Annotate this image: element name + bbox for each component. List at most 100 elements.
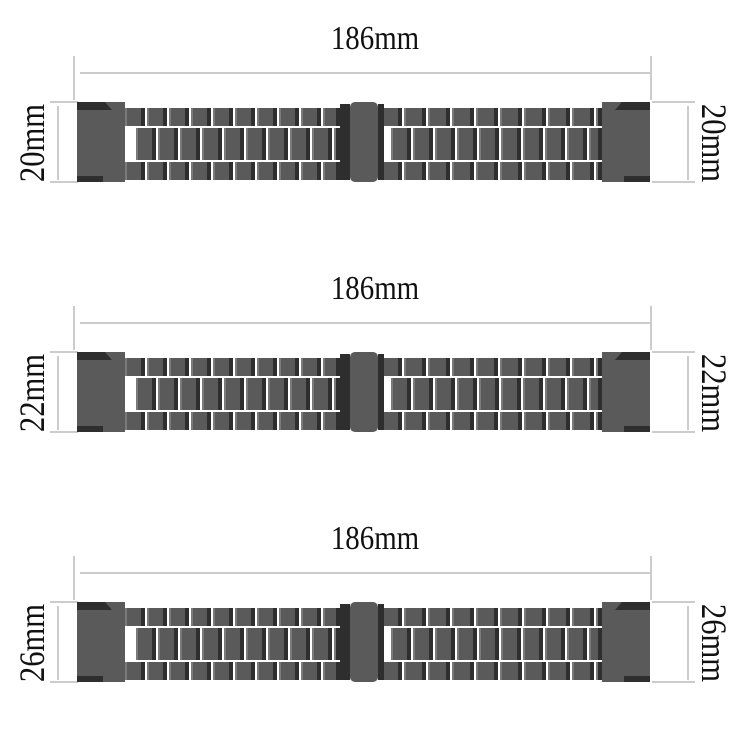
band-link bbox=[169, 162, 189, 180]
link-highlight bbox=[169, 662, 171, 680]
link-shadow bbox=[561, 628, 565, 660]
link-highlight bbox=[479, 378, 481, 410]
link-highlight bbox=[180, 128, 182, 160]
link-highlight bbox=[235, 608, 237, 626]
link-highlight bbox=[202, 628, 204, 660]
link-highlight bbox=[589, 378, 591, 410]
link-shadow bbox=[336, 358, 340, 376]
link-shadow bbox=[518, 412, 522, 430]
band-link bbox=[147, 162, 167, 180]
link-highlight bbox=[202, 378, 204, 410]
band-link bbox=[323, 662, 340, 680]
link-shadow bbox=[207, 662, 211, 680]
link-shadow bbox=[273, 412, 277, 430]
link-highlight bbox=[428, 162, 430, 180]
band-link bbox=[524, 608, 546, 626]
link-shadow bbox=[494, 358, 498, 376]
link-highlight bbox=[290, 628, 292, 660]
band-link bbox=[380, 358, 402, 376]
clasp-edge bbox=[378, 354, 384, 430]
clasp bbox=[350, 602, 378, 682]
link-highlight bbox=[476, 662, 478, 680]
band-link bbox=[413, 128, 433, 160]
band-link bbox=[213, 608, 233, 626]
link-shadow bbox=[295, 108, 299, 126]
link-highlight bbox=[524, 162, 526, 180]
link-highlight bbox=[479, 128, 481, 160]
band-link bbox=[545, 378, 565, 410]
link-highlight bbox=[191, 412, 193, 430]
link-highlight bbox=[301, 412, 303, 430]
link-highlight bbox=[428, 412, 430, 430]
band-link bbox=[500, 412, 522, 430]
band-link bbox=[279, 662, 299, 680]
link-shadow bbox=[407, 628, 411, 660]
link-highlight bbox=[136, 628, 138, 660]
band-link bbox=[301, 108, 321, 126]
band-link bbox=[158, 628, 178, 660]
end-piece-bevel bbox=[77, 676, 103, 682]
band-link bbox=[391, 128, 411, 160]
link-highlight bbox=[301, 608, 303, 626]
band-link bbox=[290, 128, 310, 160]
link-shadow bbox=[336, 108, 340, 126]
link-highlight bbox=[158, 378, 160, 410]
band-link bbox=[279, 608, 299, 626]
band-link bbox=[476, 412, 498, 430]
link-highlight bbox=[147, 162, 149, 180]
band-link bbox=[545, 128, 565, 160]
link-highlight bbox=[279, 608, 281, 626]
link-highlight bbox=[391, 128, 393, 160]
band-link bbox=[279, 358, 299, 376]
band-link bbox=[500, 358, 522, 376]
link-highlight bbox=[323, 162, 325, 180]
link-shadow bbox=[207, 162, 211, 180]
link-shadow bbox=[470, 608, 474, 626]
link-highlight bbox=[524, 358, 526, 376]
link-highlight bbox=[457, 128, 459, 160]
link-highlight bbox=[323, 662, 325, 680]
end-piece-bevel bbox=[77, 176, 103, 182]
link-shadow bbox=[561, 378, 565, 410]
link-shadow bbox=[207, 108, 211, 126]
link-highlight bbox=[257, 358, 259, 376]
end-piece-bevel bbox=[615, 352, 650, 360]
link-shadow bbox=[336, 628, 340, 660]
link-highlight bbox=[404, 412, 406, 430]
link-highlight bbox=[147, 412, 149, 430]
watch-band-drawing bbox=[50, 306, 695, 433]
link-shadow bbox=[141, 412, 145, 430]
link-shadow bbox=[517, 128, 521, 160]
link-highlight bbox=[476, 412, 478, 430]
link-shadow bbox=[185, 358, 189, 376]
band-link bbox=[567, 628, 587, 660]
band-link bbox=[213, 358, 233, 376]
band-row-1: 186mm 20mm 20mm bbox=[0, 0, 750, 250]
link-shadow bbox=[473, 628, 477, 660]
band-link bbox=[169, 358, 189, 376]
link-highlight bbox=[523, 128, 525, 160]
link-shadow bbox=[494, 412, 498, 430]
link-highlight bbox=[334, 128, 336, 160]
link-shadow bbox=[598, 608, 602, 626]
length-label: 186mm bbox=[330, 20, 420, 57]
link-shadow bbox=[152, 378, 156, 410]
band-link bbox=[452, 662, 474, 680]
link-highlight bbox=[136, 128, 138, 160]
link-shadow bbox=[518, 662, 522, 680]
link-shadow bbox=[539, 628, 543, 660]
link-highlight bbox=[548, 358, 550, 376]
link-shadow bbox=[317, 412, 321, 430]
end-piece-bevel bbox=[77, 352, 112, 360]
link-highlight bbox=[404, 608, 406, 626]
link-shadow bbox=[451, 128, 455, 160]
link-highlight bbox=[545, 378, 547, 410]
link-highlight bbox=[523, 628, 525, 660]
band-link bbox=[479, 378, 499, 410]
band-link bbox=[435, 128, 455, 160]
link-shadow bbox=[398, 358, 402, 376]
link-shadow bbox=[185, 662, 189, 680]
band-link bbox=[235, 358, 255, 376]
band-link bbox=[323, 608, 340, 626]
link-shadow bbox=[240, 128, 244, 160]
